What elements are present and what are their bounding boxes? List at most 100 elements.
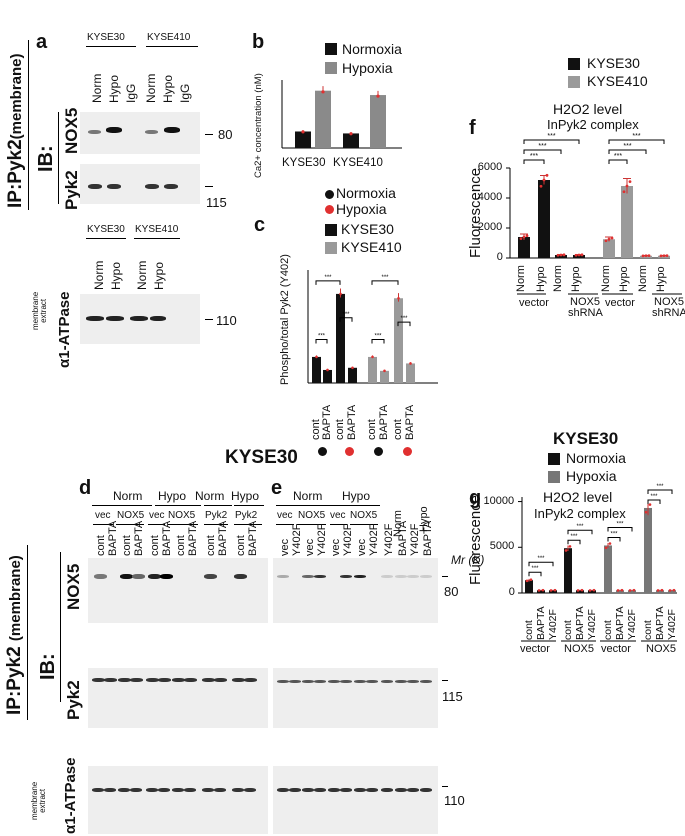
data-point xyxy=(315,355,318,359)
band xyxy=(184,678,197,682)
band xyxy=(328,680,340,683)
condition-label: Norm xyxy=(195,489,225,503)
band xyxy=(120,574,133,579)
sig-label: *** xyxy=(318,334,326,340)
sig-bracket xyxy=(608,159,628,164)
band xyxy=(302,575,314,578)
sig-bracket xyxy=(528,571,542,577)
extract-label-de: membrane extract xyxy=(30,781,47,820)
y-tick-label: 0 xyxy=(496,251,503,263)
x-cat-b: KYSE410 xyxy=(333,157,383,169)
x-cat-b: KYSE30 xyxy=(282,157,326,169)
bar xyxy=(628,590,636,593)
sig-label: *** xyxy=(650,494,658,500)
data-point xyxy=(529,578,533,581)
bar xyxy=(312,356,321,383)
band xyxy=(314,680,326,683)
group-label: vector xyxy=(520,643,550,655)
band xyxy=(302,788,314,792)
blot-atpase-a xyxy=(80,294,200,344)
lane-label: BAPTA xyxy=(187,520,199,556)
group-label: NOX5 xyxy=(564,643,594,655)
construct-line xyxy=(148,524,165,526)
data-point xyxy=(321,90,325,94)
construct-label: NOX5 xyxy=(350,510,378,521)
band xyxy=(340,575,352,578)
ib-label-de: IB: xyxy=(37,653,59,680)
band xyxy=(107,184,121,189)
legend-kyse410-c xyxy=(325,242,337,254)
condition-label: Norm xyxy=(113,489,143,503)
condition-line xyxy=(155,505,201,507)
data-point xyxy=(301,130,305,134)
sig-label: *** xyxy=(400,316,408,322)
row-label-pyk2-de: Pyk2 xyxy=(64,680,83,720)
band xyxy=(420,575,432,578)
data-point xyxy=(559,253,563,257)
blot-atpase-d xyxy=(88,766,268,834)
sig-label: *** xyxy=(576,524,584,530)
bar xyxy=(348,367,357,383)
x-label: BAPTA xyxy=(535,606,547,640)
mw-tick xyxy=(205,186,213,188)
construct-label: vec xyxy=(330,510,346,521)
x-label: cont xyxy=(523,620,535,640)
lane-label: Y402F xyxy=(409,523,421,556)
bar xyxy=(537,590,545,593)
data-point xyxy=(662,254,666,258)
lane-label: Y402F xyxy=(342,523,354,556)
band xyxy=(106,127,122,133)
x-label: cont xyxy=(602,620,614,640)
band xyxy=(244,678,257,682)
sig-bracket xyxy=(397,321,411,327)
bar xyxy=(336,293,345,383)
lane-label: cont xyxy=(149,535,161,556)
bar xyxy=(315,90,331,148)
bar xyxy=(370,95,386,148)
band xyxy=(214,678,227,682)
legend-normoxia-g xyxy=(548,453,560,465)
mw-label: 80 xyxy=(218,127,233,142)
data-point xyxy=(383,369,386,373)
construct-line xyxy=(204,524,228,526)
data-point xyxy=(665,254,669,258)
y-tick-label: 4000 xyxy=(477,191,503,203)
construct-line xyxy=(168,524,198,526)
condition-line xyxy=(204,505,232,507)
sig-label: *** xyxy=(374,334,382,340)
lane-label: cont xyxy=(121,535,133,556)
band xyxy=(204,574,217,579)
group-label: NOX5 xyxy=(570,296,600,308)
group-label: shRNA xyxy=(568,307,603,319)
band xyxy=(86,316,104,321)
data-point xyxy=(604,546,608,550)
data-point xyxy=(545,173,549,177)
band xyxy=(289,788,301,792)
bar xyxy=(394,298,403,383)
legend-label: KYSE30 xyxy=(587,55,640,71)
data-point xyxy=(541,588,545,592)
blot-nox5-d xyxy=(88,558,268,623)
band xyxy=(381,575,393,578)
sig-label: *** xyxy=(610,531,618,537)
sig-label: *** xyxy=(537,556,545,562)
band xyxy=(366,680,378,683)
band xyxy=(277,680,289,683)
lane-label: Y402F xyxy=(383,523,395,556)
legend-kyse30-c xyxy=(325,224,337,236)
data-point xyxy=(522,235,526,239)
legend-kyse410-f xyxy=(568,76,580,88)
sig-label: *** xyxy=(570,534,578,540)
bar xyxy=(588,590,596,593)
lane-label: BAPTA xyxy=(397,520,409,556)
sig-label: *** xyxy=(632,133,640,140)
construct-line xyxy=(350,524,378,526)
y-tick-label: 10000 xyxy=(483,494,515,507)
x-label: Y402F xyxy=(586,609,598,640)
band xyxy=(277,575,289,578)
cell-line-a4: KYSE410 xyxy=(135,224,179,235)
data-point xyxy=(608,542,612,545)
bar xyxy=(616,590,624,593)
